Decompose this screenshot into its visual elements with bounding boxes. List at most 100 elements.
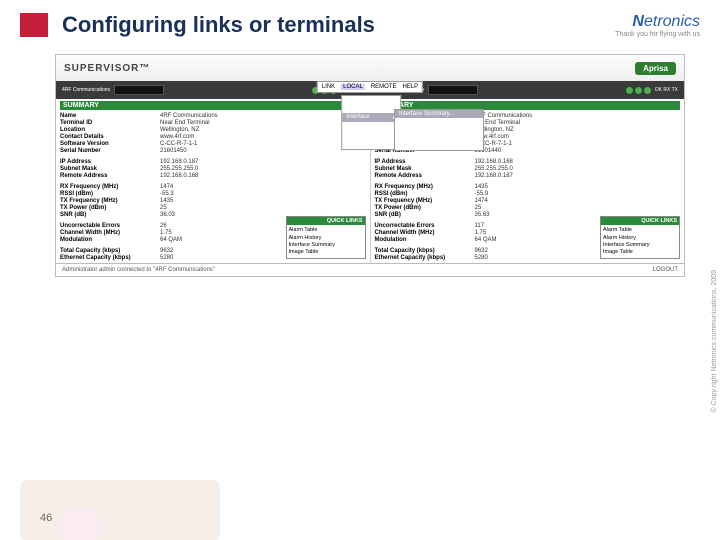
- summary-row: LocationWellington, NZ: [60, 126, 366, 133]
- copyright-text: © Copy right Netronics communications, 2…: [711, 270, 718, 413]
- dropdown-maintenance[interactable]: Maintenance▸: [342, 140, 400, 149]
- quick-link[interactable]: Image Table: [603, 249, 677, 256]
- summary-row: TX Power (dBm)25: [60, 204, 366, 211]
- app-window: SUPERVISOR™ Aprisa 4RF Communications OK…: [55, 54, 685, 277]
- row-value: 1.75: [475, 230, 487, 236]
- dropdown-performance[interactable]: Performance▸: [342, 131, 400, 140]
- logo-tagline: Thank you for flying with us: [615, 31, 700, 38]
- logout-link[interactable]: LOGOUT: [653, 267, 678, 273]
- row-value: 1.75: [160, 230, 172, 236]
- summary-row: TX Frequency (MHz)1435: [60, 197, 366, 204]
- radio-brand-badge: Aprisa: [635, 62, 676, 75]
- row-key: Contact Details: [60, 134, 160, 140]
- product-name: SUPERVISOR™: [64, 63, 150, 74]
- row-key: SNR (dB): [60, 212, 160, 218]
- row-value: Near End Terminal: [160, 120, 210, 126]
- row-value: -55.9: [475, 191, 489, 197]
- summary-row: Name4RF Communications: [60, 112, 366, 119]
- device-label-left: 4RF Communications: [62, 87, 110, 93]
- summary-row: RX Frequency (MHz)1435: [375, 183, 681, 190]
- row-key: Remote Address: [60, 173, 160, 179]
- row-value: 255.255.255.0: [160, 166, 198, 172]
- summary-row: Terminal IDNear End Terminal: [60, 119, 366, 126]
- submenu-interface-summary[interactable]: Interface Summary...: [395, 110, 483, 118]
- menu-link[interactable]: LINK: [322, 84, 335, 90]
- row-key: Serial Number: [60, 148, 160, 154]
- row-value: 64 QAM: [160, 237, 182, 243]
- row-key: Modulation: [60, 237, 160, 243]
- row-key: Subnet Mask: [60, 166, 160, 172]
- device-bar: 4RF Communications OK RX TX 4RF Communic…: [56, 81, 684, 99]
- quick-links-header: QUICK LINKS: [287, 217, 365, 225]
- dropdown-interface[interactable]: Interface▸: [342, 113, 400, 122]
- led-rx-icon: [635, 87, 642, 94]
- row-value: 1474: [475, 198, 488, 204]
- row-value: 35.63: [475, 212, 490, 218]
- led-labels-right: OK RX TX: [655, 87, 678, 93]
- device-image-left: [114, 85, 164, 95]
- summary-row: RSSI (dBm)-55.3: [60, 190, 366, 197]
- device-image-right: [428, 85, 478, 95]
- menu-local[interactable]: LOCAL: [341, 84, 365, 90]
- row-key: RSSI (dBm): [375, 191, 475, 197]
- quick-link[interactable]: Image Table: [289, 249, 363, 256]
- menu-help[interactable]: HELP: [403, 84, 419, 90]
- brand-logo: Netronics Thank you for flying with us: [615, 13, 700, 38]
- row-value: 26: [160, 223, 167, 229]
- row-value: 117: [475, 223, 485, 229]
- row-value: 9632: [475, 248, 488, 254]
- quick-link[interactable]: Alarm Table: [289, 227, 363, 234]
- status-bar: Administrator admin connected to "4RF Co…: [56, 263, 684, 276]
- submenu-switch-summary[interactable]: Switch Summary...: [395, 126, 483, 134]
- led-tx-icon: [644, 87, 651, 94]
- row-value: 21601450: [160, 148, 187, 154]
- row-value: 192.168.0.187: [160, 159, 198, 165]
- row-value: 25: [160, 205, 167, 211]
- menu-remote[interactable]: REMOTE: [371, 84, 397, 90]
- row-key: IP Address: [375, 159, 475, 165]
- row-key: RX Frequency (MHz): [375, 184, 475, 190]
- row-key: Subnet Mask: [375, 166, 475, 172]
- summary-row: Contact Detailswww.4rf.com: [60, 133, 366, 140]
- submenu-default-ethernet[interactable]: Default Ethernet Settings: [395, 142, 483, 150]
- quick-link[interactable]: Alarm History: [289, 235, 363, 242]
- left-panel: SUMMARY Name4RF CommunicationsTerminal I…: [56, 99, 370, 263]
- row-key: TX Frequency (MHz): [60, 198, 160, 204]
- row-key: Terminal ID: [60, 120, 160, 126]
- row-value: 25: [475, 205, 482, 211]
- page-number: 46: [40, 512, 52, 524]
- row-key: SNR (dB): [375, 212, 475, 218]
- quick-link[interactable]: Alarm History: [603, 235, 677, 242]
- row-key: Modulation: [375, 237, 475, 243]
- quick-link[interactable]: Interface Summary: [289, 242, 363, 249]
- row-key: IP Address: [60, 159, 160, 165]
- row-value: 64 QAM: [475, 237, 497, 243]
- summary-row: IP Address192.168.0.187: [60, 158, 366, 165]
- row-value: 1435: [475, 184, 488, 190]
- summary-row: TX Power (dBm)25: [375, 204, 681, 211]
- row-value: C-CC-R-7-1-1: [160, 141, 197, 147]
- dropdown-summary[interactable]: Summary...: [342, 96, 400, 104]
- submenu-ethernet-settings[interactable]: Ethernet Settings...: [395, 134, 483, 142]
- dropdown-alarms[interactable]: Alarms▸: [342, 122, 400, 131]
- dropdown-terminal[interactable]: Terminal▸: [342, 104, 400, 113]
- menubar: LINK LOCAL REMOTE HELP: [317, 81, 423, 93]
- quick-link[interactable]: Alarm Table: [603, 227, 677, 234]
- submenu-slot-summary[interactable]: Slot Summary...: [395, 118, 483, 126]
- row-value: 192.168.0.168: [475, 159, 513, 165]
- accent-square: [20, 13, 48, 37]
- summary-row: Subnet Mask255.255.255.0: [60, 165, 366, 172]
- row-value: 192.168.0.168: [160, 173, 198, 179]
- left-summary-header: SUMMARY: [60, 101, 366, 110]
- row-key: Software Version: [60, 141, 160, 147]
- row-key: Ethernet Capacity (kbps): [60, 255, 160, 261]
- logo-letter: N: [632, 13, 644, 30]
- row-key: Uncorrectable Errors: [60, 223, 160, 229]
- row-key: Ethernet Capacity (kbps): [375, 255, 475, 261]
- summary-row: Serial Number21601450: [60, 147, 366, 154]
- left-quick-links: QUICK LINKS Alarm TableAlarm HistoryInte…: [286, 216, 366, 259]
- quick-link[interactable]: Interface Summary: [603, 242, 677, 249]
- row-key: TX Frequency (MHz): [375, 198, 475, 204]
- local-dropdown: Summary... Terminal▸ Interface▸ Alarms▸ …: [341, 95, 401, 150]
- row-value: www.4rf.com: [160, 134, 194, 140]
